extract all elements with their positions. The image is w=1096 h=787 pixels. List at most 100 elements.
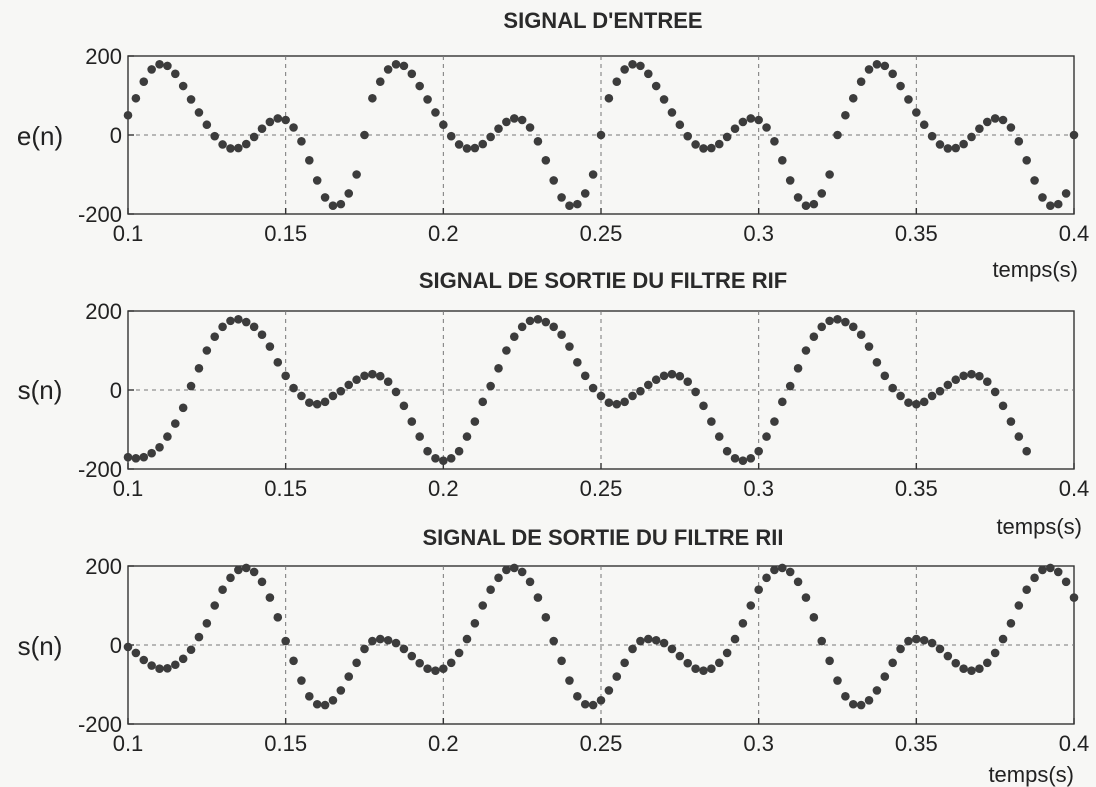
x-tick-label: 0.25 — [580, 476, 623, 501]
data-point — [935, 140, 945, 149]
data-point — [368, 636, 377, 646]
x-tick-label: 0.3 — [743, 476, 774, 501]
data-point — [880, 672, 890, 681]
x-tick-label: 0.1 — [113, 476, 144, 501]
x-tick-label: 0.25 — [580, 731, 623, 756]
data-point — [407, 69, 417, 79]
data-point — [628, 644, 637, 654]
data-point — [722, 648, 732, 658]
data-point — [675, 371, 685, 381]
data-point — [738, 456, 748, 466]
data-point — [1061, 189, 1071, 198]
data-point — [927, 638, 937, 648]
data-point — [927, 391, 937, 401]
x-tick-label: 0.1 — [113, 731, 144, 756]
data-point — [691, 387, 700, 397]
data-point — [785, 176, 795, 185]
data-point — [644, 634, 653, 644]
data-point — [557, 330, 566, 340]
data-point — [919, 120, 929, 130]
data-point — [967, 369, 976, 379]
data-point — [478, 397, 488, 407]
data-point — [793, 363, 803, 373]
data-point — [155, 442, 164, 452]
data-point — [289, 656, 298, 666]
data-point — [131, 648, 141, 658]
data-point — [738, 618, 748, 628]
data-point — [509, 332, 519, 341]
data-point — [888, 383, 897, 393]
data-point — [904, 95, 913, 104]
data-point — [754, 115, 763, 125]
data-point — [1006, 123, 1016, 132]
data-point — [975, 124, 984, 133]
data-point — [1006, 618, 1016, 628]
data-point — [541, 317, 551, 327]
data-point — [502, 346, 511, 355]
data-point — [746, 454, 756, 463]
data-point — [856, 77, 866, 86]
data-point — [580, 699, 590, 709]
data-point — [990, 648, 1000, 658]
data-point — [123, 642, 133, 652]
data-point — [691, 664, 700, 673]
data-point — [297, 391, 306, 401]
data-point — [967, 666, 976, 675]
data-point — [872, 59, 882, 69]
data-point — [249, 567, 259, 577]
data-point — [707, 143, 716, 153]
data-point — [864, 65, 874, 74]
data-point — [281, 115, 290, 125]
data-point — [975, 371, 984, 381]
data-point — [462, 432, 472, 441]
y-tick-label: 200 — [85, 44, 122, 69]
x-tick-label: 0.35 — [895, 221, 938, 246]
data-point — [541, 613, 551, 622]
data-point — [667, 369, 677, 379]
data-point — [620, 658, 629, 668]
data-point — [273, 114, 283, 123]
x-tick-label: 0.1 — [113, 221, 144, 246]
data-point — [234, 565, 243, 575]
data-point — [644, 380, 653, 390]
x-tick-label: 0.4 — [1059, 476, 1090, 501]
x-tick-label: 0.3 — [743, 221, 774, 246]
data-point — [801, 593, 811, 602]
data-point — [241, 563, 251, 573]
data-point — [848, 699, 858, 709]
data-point — [139, 452, 149, 462]
data-point — [344, 380, 354, 390]
data-point — [620, 397, 629, 407]
data-point — [462, 144, 472, 153]
panel-iir-output: SIGNAL DE SORTIE DU FILTRE RII s(n) temp… — [18, 525, 1090, 787]
data-point — [273, 613, 283, 622]
data-point — [241, 317, 251, 327]
data-point — [754, 446, 763, 456]
data-point — [982, 377, 992, 387]
data-point — [478, 139, 488, 149]
data-point — [998, 634, 1008, 644]
data-point — [651, 635, 661, 645]
data-point — [352, 170, 361, 179]
data-point — [234, 143, 243, 153]
data-point — [573, 199, 582, 209]
data-point — [565, 342, 574, 351]
data-point — [399, 644, 409, 654]
data-point — [596, 130, 606, 140]
data-point — [919, 635, 929, 645]
data-point — [155, 664, 164, 673]
data-point — [478, 601, 488, 610]
data-point — [517, 322, 527, 332]
y-tick-label: 200 — [85, 554, 122, 579]
data-point — [904, 398, 913, 407]
data-point — [841, 317, 850, 327]
data-point — [454, 446, 464, 456]
data-point — [289, 123, 298, 132]
data-point — [486, 381, 495, 391]
data-point — [186, 381, 196, 391]
data-point — [226, 144, 235, 153]
data-point — [336, 386, 346, 396]
data-point — [1046, 201, 1055, 211]
data-point — [202, 120, 212, 130]
y-tick-label: 0 — [110, 633, 122, 658]
